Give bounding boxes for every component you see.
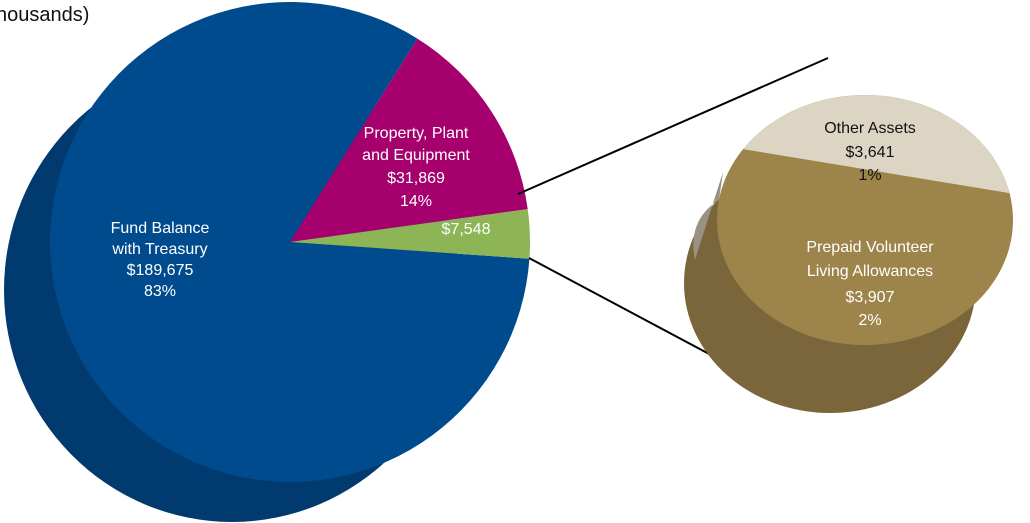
label-fund-balance-name-line1: Fund Balance bbox=[111, 220, 210, 237]
label-fund-balance-percent: 83% bbox=[144, 283, 176, 300]
label-fund-balance-value: $189,675 bbox=[127, 262, 194, 279]
main-pie bbox=[4, 2, 531, 522]
label-other-assets-name: Other Assets bbox=[824, 120, 916, 137]
label-prepaid-name-line1: Prepaid Volunteer bbox=[806, 239, 934, 256]
label-ppe-name-line2: and Equipment bbox=[362, 147, 470, 164]
label-ppe-value: $31,869 bbox=[387, 170, 445, 187]
label-prepaid-value: $3,907 bbox=[846, 289, 895, 306]
secondary-pie-side-sliver bbox=[693, 172, 723, 260]
slice-ppe bbox=[290, 38, 528, 242]
slice-other-group bbox=[290, 209, 531, 259]
label-other-group-value: $7,548 bbox=[442, 221, 491, 238]
slice-fund-balance bbox=[50, 2, 530, 483]
label-ppe-percent: 14% bbox=[400, 193, 432, 210]
label-other-assets-percent: 1% bbox=[858, 167, 881, 184]
label-ppe-name-line1: Property, Plant bbox=[364, 125, 469, 142]
label-prepaid-name-line2: Living Allowances bbox=[807, 263, 933, 280]
slice-other-assets bbox=[743, 95, 1010, 194]
leader-line-top bbox=[517, 57, 829, 195]
label-prepaid-percent: 2% bbox=[858, 312, 881, 329]
label-fund-balance-name-line2: with Treasury bbox=[111, 241, 207, 258]
label-other-assets-value: $3,641 bbox=[846, 144, 895, 161]
secondary-pie bbox=[684, 95, 1013, 413]
chart-caption: housands) bbox=[0, 4, 90, 26]
